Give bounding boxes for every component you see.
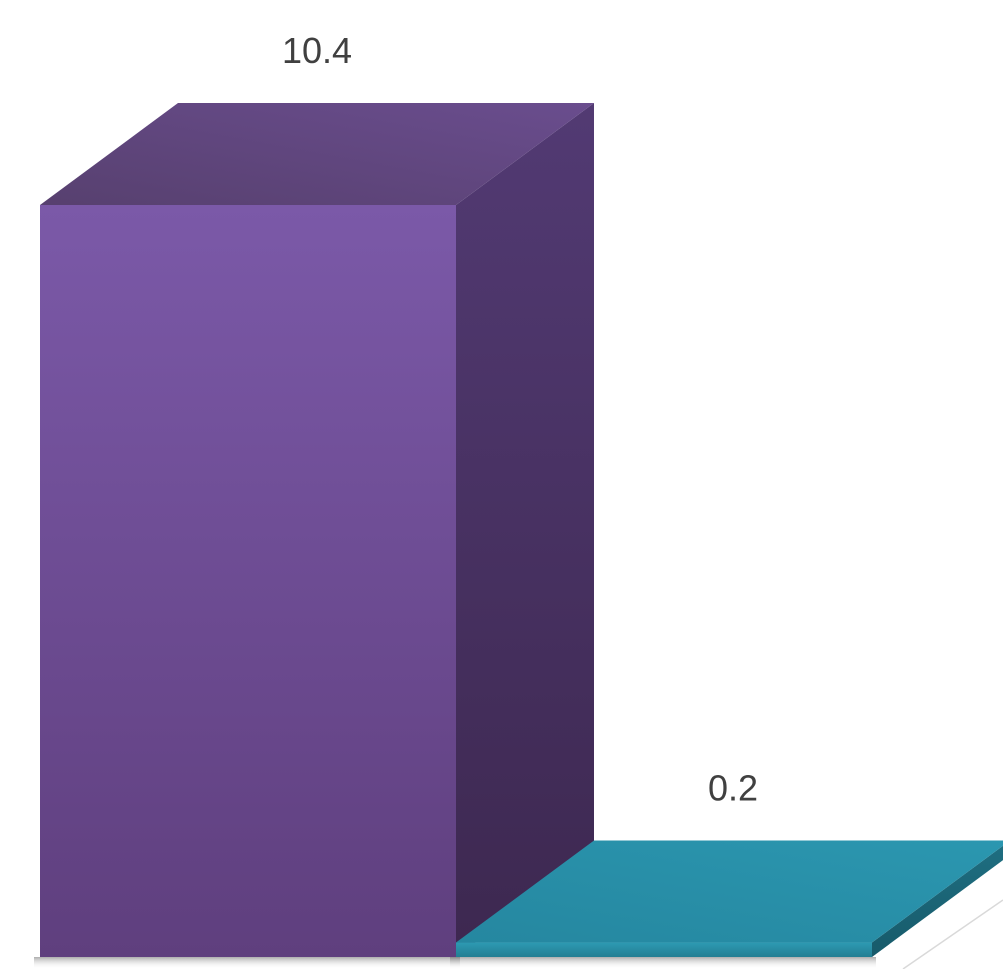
bars-group bbox=[34, 103, 1003, 969]
bar-2-shadow bbox=[450, 957, 876, 969]
bar-2-front bbox=[456, 942, 872, 957]
bar-1-side bbox=[456, 103, 594, 957]
bar-2 bbox=[450, 840, 1003, 969]
data-label-1: 10.4 bbox=[282, 30, 352, 71]
data-labels-group: 10.4 0.2 bbox=[282, 30, 758, 809]
bar-1-shadow bbox=[34, 957, 460, 969]
bar-1-front bbox=[40, 205, 456, 957]
bar-1-top bbox=[40, 103, 594, 205]
bar-2-side bbox=[872, 845, 1003, 957]
data-label-2: 0.2 bbox=[708, 768, 758, 809]
floor-edge-line bbox=[902, 899, 1003, 970]
bar-1 bbox=[34, 103, 594, 969]
chart-floor bbox=[902, 899, 1003, 970]
bar-2-top bbox=[456, 840, 1003, 943]
